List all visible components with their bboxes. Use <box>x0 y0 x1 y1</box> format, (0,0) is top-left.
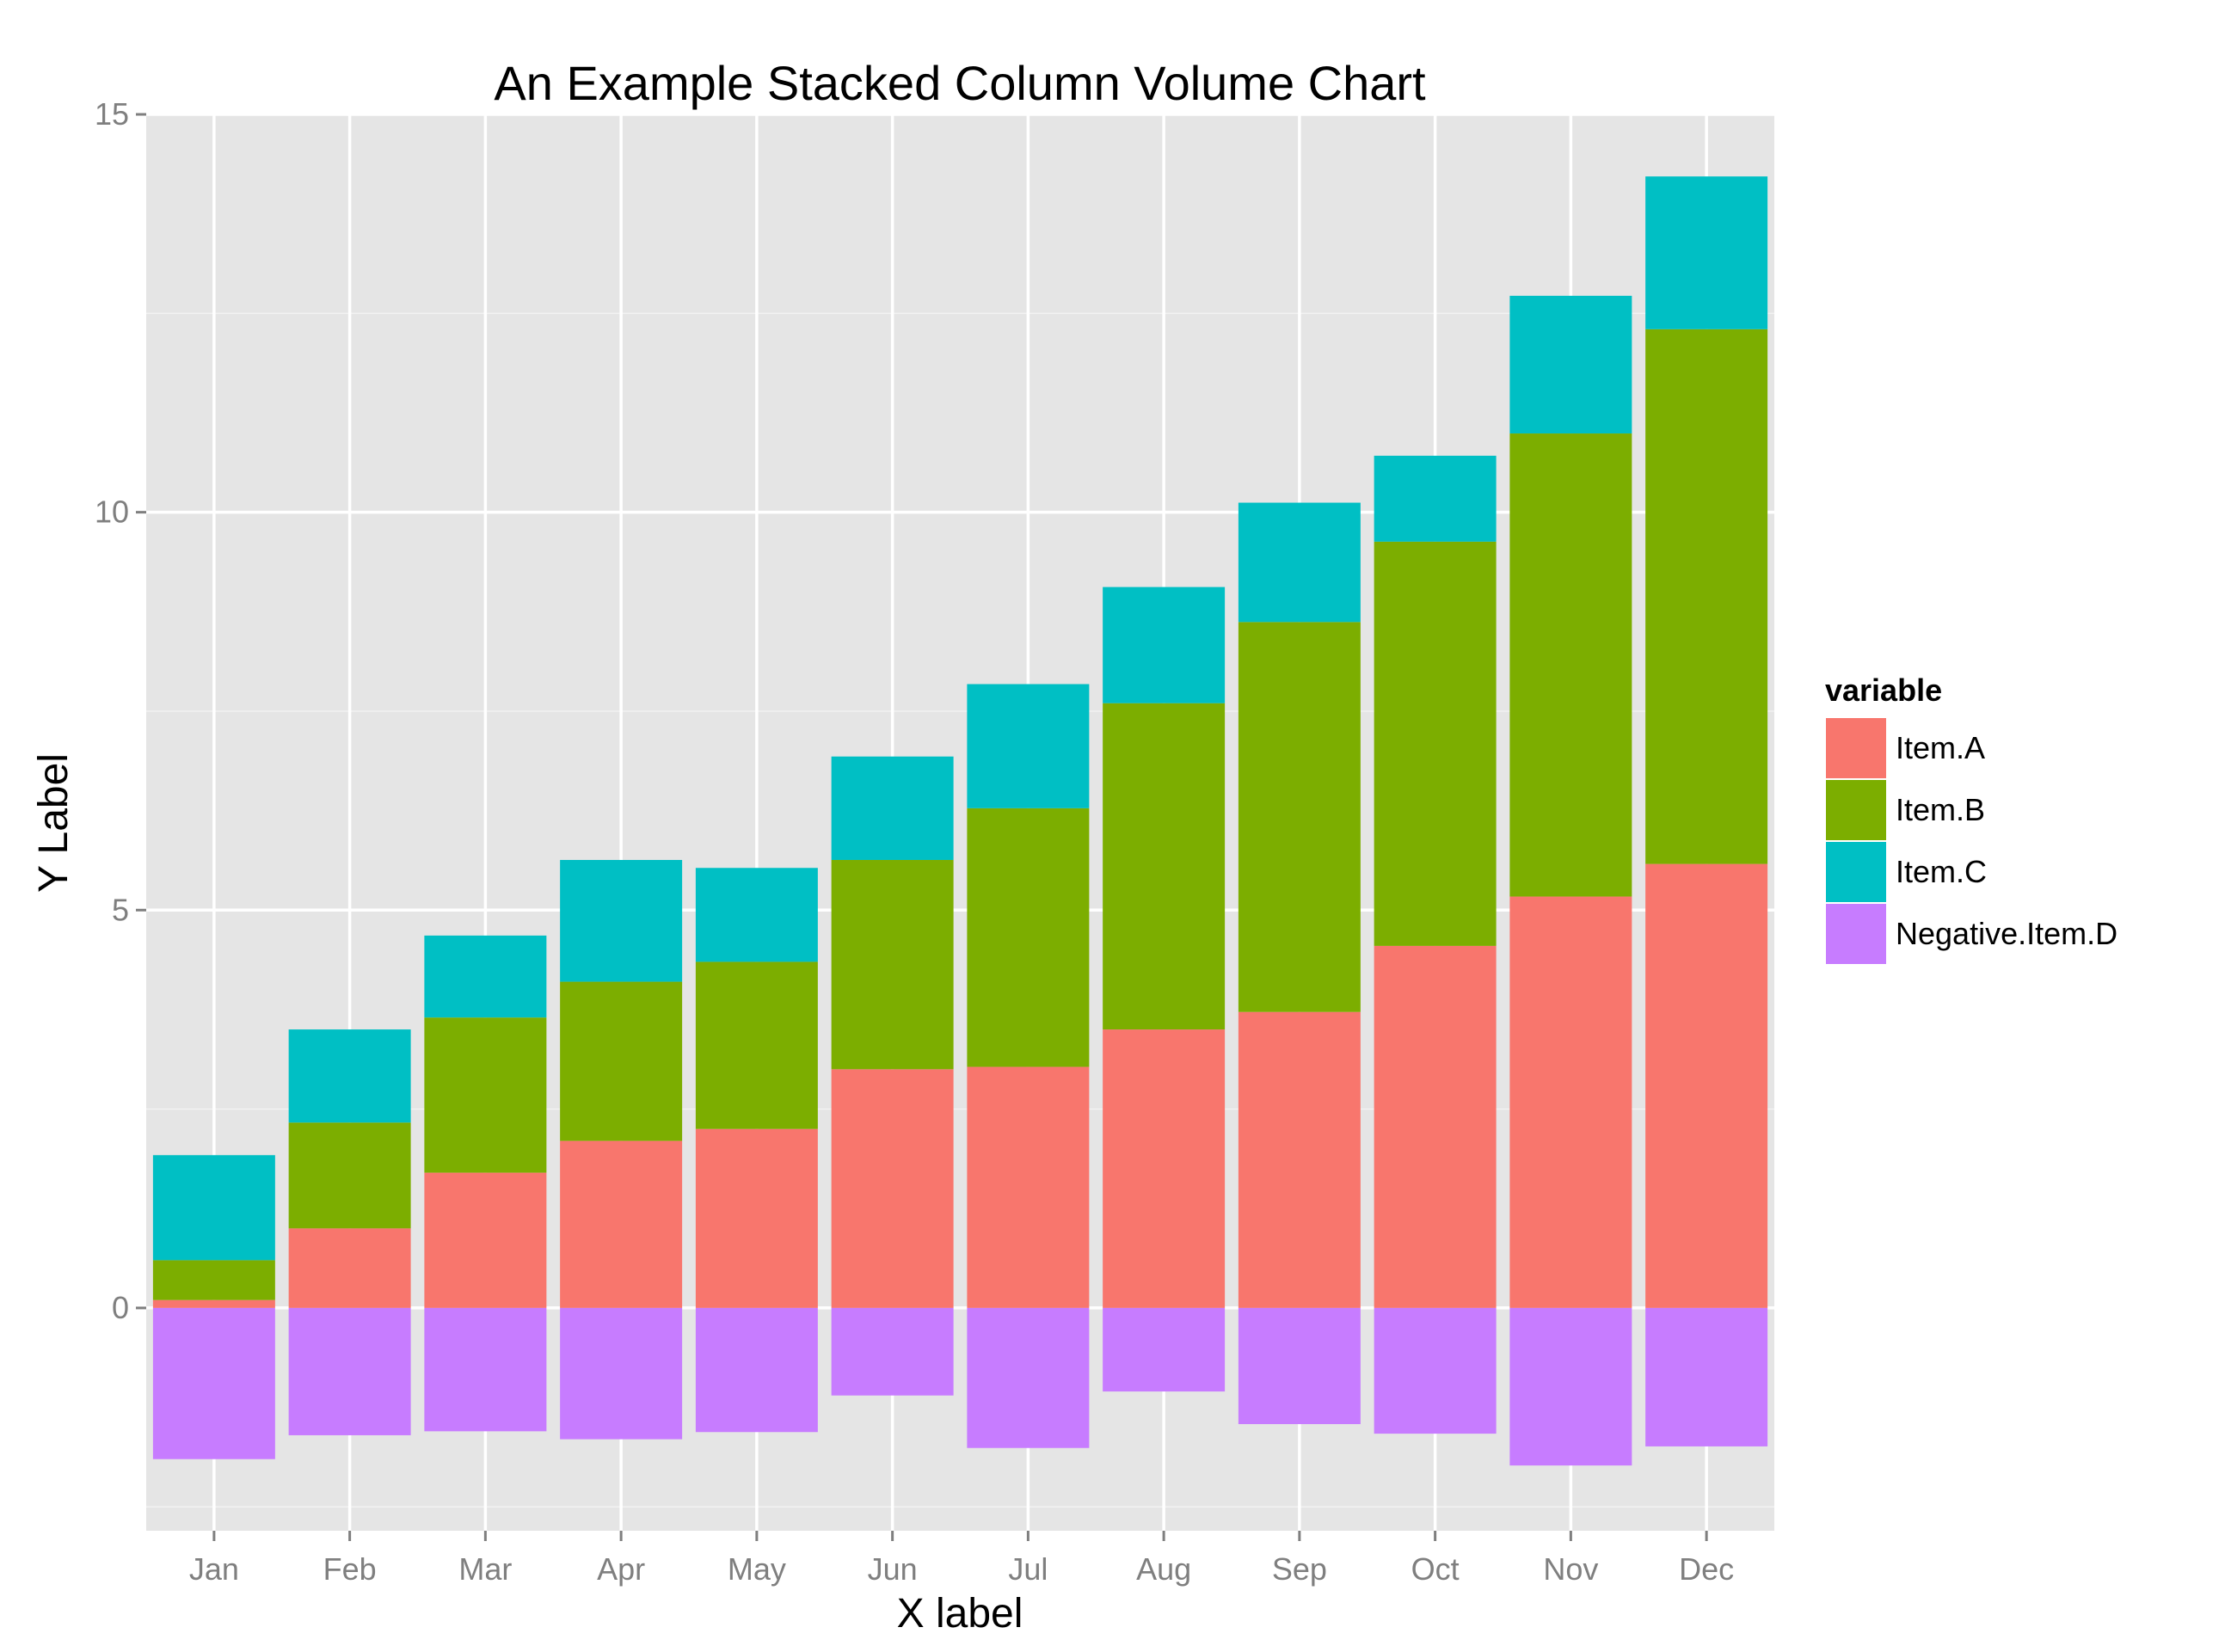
bar-item-b-sep <box>1238 622 1361 1012</box>
legend-swatch-item-b <box>1826 780 1886 840</box>
bar-negative-item-d-oct <box>1374 1307 1497 1434</box>
x-tick-label: Nov <box>1543 1551 1598 1587</box>
bar-item-b-jul <box>967 808 1090 1067</box>
y-tick-label: 10 <box>95 494 129 530</box>
legend-label: Item.C <box>1896 854 1987 889</box>
x-tick-label: Aug <box>1136 1551 1191 1587</box>
bar-negative-item-d-apr <box>560 1307 683 1440</box>
legend-swatch-item-a <box>1826 718 1886 778</box>
bar-item-a-nov <box>1509 896 1632 1308</box>
bar-item-c-nov <box>1509 295 1632 434</box>
bar-negative-item-d-jul <box>967 1307 1090 1448</box>
bar-negative-item-d-dec <box>1645 1307 1768 1446</box>
legend-swatch-item-c <box>1826 842 1886 902</box>
bar-item-c-mar <box>424 935 547 1018</box>
bar-item-b-aug <box>1103 703 1226 1030</box>
bar-item-b-feb <box>288 1122 411 1229</box>
x-tick-label: Mar <box>458 1551 512 1587</box>
bar-item-b-jan <box>152 1260 275 1300</box>
legend-swatch-negative-item-d <box>1826 904 1886 964</box>
y-tick-label: 0 <box>112 1290 129 1325</box>
bar-item-a-feb <box>288 1228 411 1308</box>
x-tick-label: Dec <box>1679 1551 1734 1587</box>
legend-label: Item.B <box>1896 792 1985 827</box>
bar-item-c-dec <box>1645 176 1768 329</box>
bar-negative-item-d-nov <box>1509 1307 1632 1466</box>
bar-item-b-apr <box>560 981 683 1141</box>
chart-title: An Example Stacked Column Volume Chart <box>494 56 1426 110</box>
legend-title: variable <box>1825 672 1942 708</box>
bar-item-c-sep <box>1238 502 1361 623</box>
bar-negative-item-d-may <box>695 1307 818 1433</box>
bar-item-c-oct <box>1374 455 1497 542</box>
y-tick-label: 15 <box>95 96 129 132</box>
x-tick-label: Sep <box>1272 1551 1327 1587</box>
bar-item-b-dec <box>1645 329 1768 864</box>
x-axis: Jan Feb Mar Apr May Jun Jul Aug Sep Oct Nov Dec <box>189 1531 1734 1587</box>
x-tick-label: May <box>728 1551 786 1587</box>
bar-item-b-nov <box>1509 433 1632 897</box>
x-tick-label: Jun <box>868 1551 918 1587</box>
bar-negative-item-d-jan <box>152 1307 275 1459</box>
bar-item-a-dec <box>1645 863 1768 1308</box>
minor-gridlines <box>146 312 1774 1508</box>
bar-item-b-jun <box>831 859 954 1070</box>
x-tick-label: Oct <box>1411 1551 1460 1587</box>
bar-item-a-aug <box>1103 1029 1226 1308</box>
bar-item-a-jan <box>152 1299 275 1308</box>
bar-item-a-jul <box>967 1066 1090 1308</box>
x-axis-title: X label <box>897 1591 1023 1637</box>
legend-label: Item.A <box>1896 730 1985 765</box>
bar-item-c-jul <box>967 684 1090 808</box>
bar-item-b-may <box>695 961 818 1129</box>
plot-panel <box>146 114 1774 1531</box>
bar-negative-item-d-jun <box>831 1307 954 1396</box>
bar-item-a-may <box>695 1128 818 1308</box>
bar-negative-item-d-feb <box>288 1307 411 1435</box>
y-axis-title: Y Label <box>31 753 77 893</box>
bar-negative-item-d-mar <box>424 1307 547 1432</box>
bar-item-a-jun <box>831 1069 954 1308</box>
bar-item-c-apr <box>560 859 683 982</box>
bar-item-a-mar <box>424 1172 547 1308</box>
bar-negative-item-d-sep <box>1238 1307 1361 1425</box>
bar-item-a-oct <box>1374 945 1497 1308</box>
bar-item-c-jan <box>152 1155 275 1261</box>
bar-item-c-jun <box>831 756 954 860</box>
bar-item-a-apr <box>560 1140 683 1308</box>
x-tick-label: Jan <box>189 1551 239 1587</box>
bar-item-c-feb <box>288 1029 411 1123</box>
bars <box>152 176 1768 1466</box>
bar-item-c-may <box>695 868 818 962</box>
bar-item-c-aug <box>1103 586 1226 703</box>
bar-item-b-oct <box>1374 541 1497 946</box>
bar-negative-item-d-aug <box>1103 1307 1226 1392</box>
y-tick-label: 5 <box>112 892 129 927</box>
y-axis: 0 5 10 15 <box>95 96 146 1325</box>
legend-label: Negative.Item.D <box>1896 916 2117 951</box>
x-tick-label: Apr <box>597 1551 645 1587</box>
legend: variable Item.A Item.B Item.C Negative.Item… <box>1824 672 2117 966</box>
bar-item-b-mar <box>424 1017 547 1173</box>
bar-item-a-sep <box>1238 1011 1361 1308</box>
x-tick-label: Feb <box>323 1551 377 1587</box>
x-tick-label: Jul <box>1008 1551 1048 1587</box>
